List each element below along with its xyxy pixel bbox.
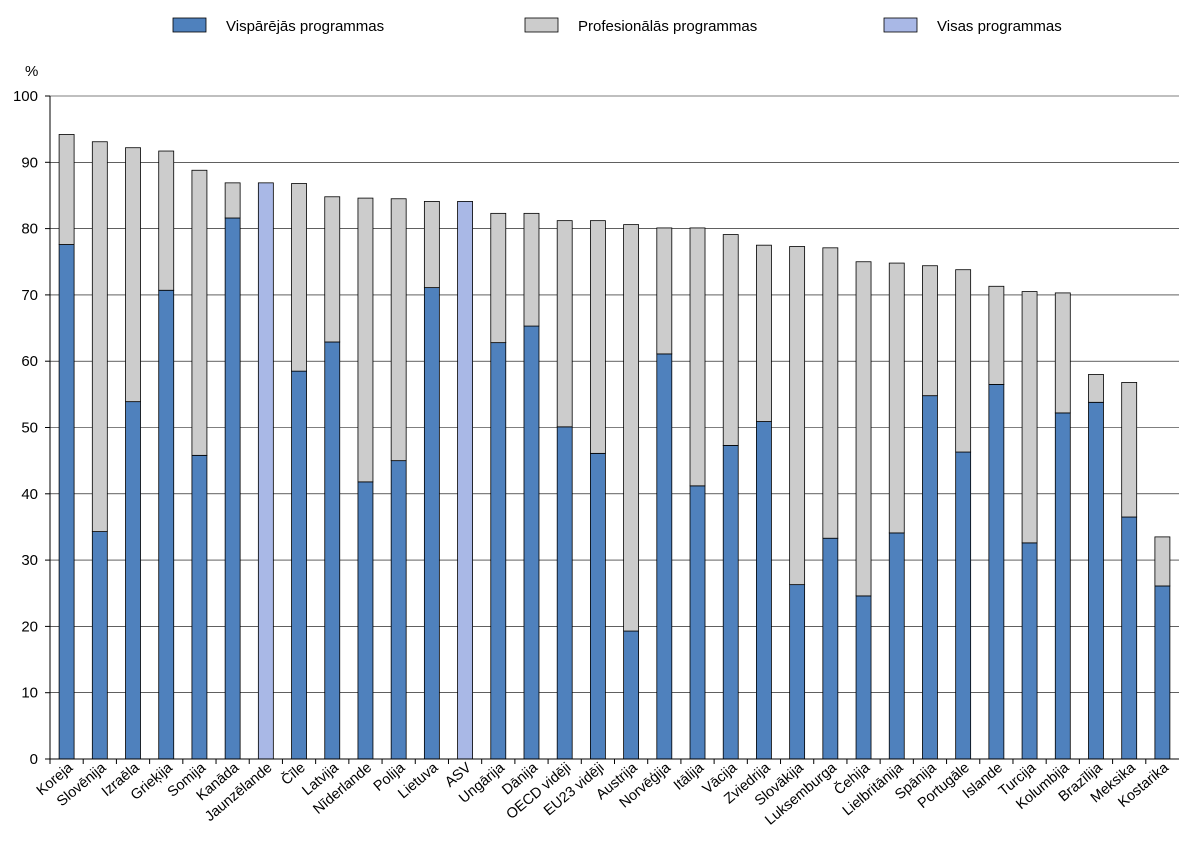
bar-profesionālās-programmas-grieķija [158, 150, 175, 291]
y-tick-label-100: 100 [13, 88, 38, 105]
y-tick-label-30: 30 [21, 552, 38, 569]
bar-profesionālās-programmas-slovākija [789, 246, 806, 586]
bar-profesionālās-programmas-slovēnija [91, 141, 108, 532]
bar-vispārējās-programmas-kolumbija [1054, 412, 1071, 760]
bar-vispārējās-programmas-čehija [855, 595, 872, 760]
bar-vispārējās-programmas-kostarika [1154, 585, 1171, 760]
legend-label-profesionālās-programmas: Profesionālās programmas [578, 18, 757, 35]
bar-vispārējās-programmas-meksika [1121, 516, 1138, 760]
bar-profesionālās-programmas-nīderlande [357, 197, 374, 483]
bar-vispārējās-programmas-slovākija [789, 584, 806, 760]
bar-vispārējās-programmas-čīle [291, 370, 307, 760]
bar-profesionālās-programmas-kostarika [1154, 536, 1171, 587]
bar-vispārējās-programmas-spānija [922, 395, 938, 760]
legend-swatch-profesionālās-programmas [524, 17, 559, 33]
bar-vispārējās-programmas-portugāle [955, 451, 972, 760]
legend-swatch-vispārējās-programmas [172, 17, 207, 33]
y-tick-label-50: 50 [21, 420, 38, 437]
bar-profesionālās-programmas-polija [390, 198, 407, 462]
bar-profesionālās-programmas-turcija [1021, 291, 1038, 544]
gridlines [50, 95, 1179, 694]
y-tick-label-10: 10 [21, 685, 38, 702]
bar-profesionālās-programmas-luksemburga [822, 247, 839, 539]
bar-vispārējās-programmas-eu23-vidēji [589, 452, 606, 760]
bar-vispārējās-programmas-latvija [324, 341, 341, 760]
bar-profesionālās-programmas-ungārija [490, 212, 507, 344]
bar-profesionālās-programmas-norvēģija [656, 227, 673, 355]
legend-label-vispārējās-programmas: Vispārējās programmas [226, 18, 384, 35]
y-tick-label-90: 90 [21, 154, 38, 171]
bar-profesionālās-programmas-izraēla [125, 147, 141, 403]
bar-vispārējās-programmas-vācija [722, 445, 739, 760]
bar-vispārējās-programmas-nīderlande [357, 481, 374, 760]
bar-profesionālās-programmas-lielbritānija [888, 262, 905, 534]
y-tick-label-40: 40 [21, 486, 38, 503]
bar-vispārējās-programmas-ungārija [490, 342, 507, 760]
legend: Vispārējās programmas Profesionālās progr… [172, 17, 1062, 35]
bar-profesionālās-programmas-itālija [689, 227, 706, 487]
bar-vispārējās-programmas-izraēla [125, 401, 141, 760]
y-tick-label-60: 60 [21, 353, 38, 370]
bar-vispārējās-programmas-norvēģija [656, 353, 673, 760]
bar-profesionālās-programmas-islande [988, 285, 1005, 385]
bar-vispārējās-programmas-turcija [1021, 542, 1038, 760]
bar-profesionālās-programmas-meksika [1121, 382, 1138, 518]
legend-swatch-visas-programmas [883, 17, 918, 33]
bar-vispārējās-programmas-slovēnija [91, 531, 108, 760]
y-tick-label-80: 80 [21, 221, 38, 238]
y-tick-label-0: 0 [30, 751, 38, 768]
bar-vispārējās-programmas-koreja [58, 244, 75, 760]
bar-profesionālās-programmas-portugāle [955, 269, 972, 453]
x-axis-labels: KorejaSlovēnijaIzraēlaGrieķijaSomijaKanā… [34, 758, 1173, 828]
bar-vispārējās-programmas-brazīlija [1088, 401, 1104, 760]
bar-profesionālās-programmas-dānija [523, 212, 540, 327]
bar-vispārējās-programmas-dānija [523, 325, 540, 760]
bar-vispārējās-programmas-luksemburga [822, 537, 839, 760]
bar-profesionālās-programmas-vācija [722, 234, 739, 446]
bar-profesionālās-programmas-spānija [922, 265, 938, 397]
bar-profesionālās-programmas-kolumbija [1054, 292, 1071, 414]
bar-vispārējās-programmas-austrija [623, 630, 640, 760]
bar-vispārējās-programmas-grieķija [158, 289, 175, 760]
y-tick-label-70: 70 [21, 287, 38, 304]
bar-vispārējās-programmas-somija [191, 454, 208, 760]
bar-vispārējās-programmas-polija [390, 460, 407, 760]
bar-vispārējās-programmas-islande [988, 384, 1005, 760]
bar-vispārējās-programmas-kanāda [224, 217, 241, 760]
bar-profesionālās-programmas-austrija [623, 224, 640, 632]
bar-profesionālās-programmas-zviedrija [756, 244, 772, 422]
bar-profesionālās-programmas-lietuva [423, 201, 440, 289]
bar-profesionālās-programmas-kanāda [224, 182, 241, 219]
bar-vispārējās-programmas-itālija [689, 485, 706, 760]
y-axis-ticks: 0 10 20 30 40 50 60 70 80 90 100 [13, 88, 50, 768]
y-tick-label-20: 20 [21, 618, 38, 635]
bar-profesionālās-programmas-čīle [291, 183, 307, 372]
bar-profesionālās-programmas-eu23-vidēji [589, 220, 606, 454]
bar-vispārējās-programmas-lietuva [423, 287, 440, 760]
bar-profesionālās-programmas-koreja [58, 134, 75, 245]
legend-label-visas-programmas: Visas programmas [937, 18, 1062, 35]
bar-visas-programmas-jaunzēlande [257, 182, 274, 760]
bars [49, 134, 1171, 764]
bar-profesionālās-programmas-čehija [855, 261, 872, 597]
bar-profesionālās-programmas-oecd-vidēji [556, 220, 573, 428]
bar-vispārējās-programmas-lielbritānija [888, 532, 905, 760]
bar-profesionālās-programmas-latvija [324, 196, 341, 343]
y-axis-label: % [25, 63, 38, 80]
bar-profesionālās-programmas-somija [191, 169, 208, 456]
bar-profesionālās-programmas-brazīlija [1088, 374, 1104, 403]
bar-vispārējās-programmas-oecd-vidēji [556, 426, 573, 760]
bar-visas-programmas-asv [457, 201, 473, 760]
bar-vispārējās-programmas-zviedrija [756, 421, 772, 760]
